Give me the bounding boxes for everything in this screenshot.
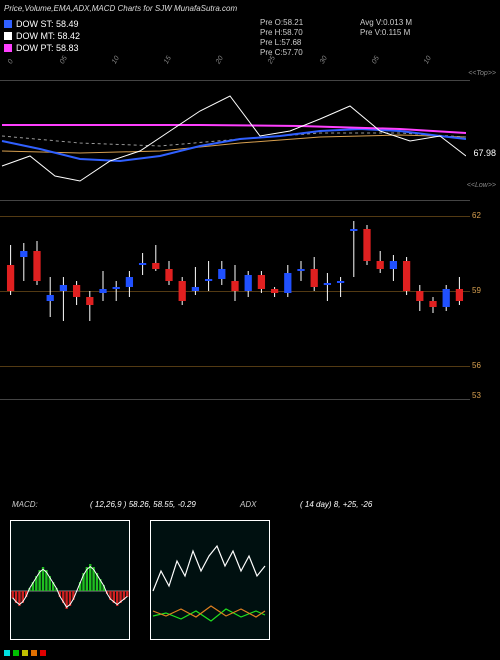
- low-label: <<Low>>: [467, 182, 496, 189]
- candlesticks: [4, 201, 466, 401]
- candle-panel: 62595653: [0, 200, 470, 400]
- macd-values: ( 12,26,9 ) 58.26, 58.55, -0.29: [90, 500, 196, 509]
- footer-dots: [4, 650, 46, 656]
- legend: DOW ST: 58.49DOW MT: 58.42DOW PT: 58.83: [4, 18, 80, 54]
- macd-label: MACD:: [12, 500, 38, 509]
- macd-panel: [10, 520, 130, 640]
- moving-average-panel: [0, 80, 470, 190]
- adx-label: ADX: [240, 500, 256, 509]
- current-price-label: 67.98: [473, 148, 496, 158]
- chart-title: Price,Volume,EMA,ADX,MACD Charts for SJW…: [4, 4, 237, 13]
- indicator-labels: MACD: ( 12,26,9 ) 58.26, 58.55, -0.29 AD…: [0, 500, 500, 520]
- adx-values: ( 14 day) 8, +25, -26: [300, 500, 372, 509]
- top-label: <<Top>>: [468, 70, 496, 77]
- x-axis: 00510152025300510: [0, 60, 470, 72]
- ma-lines: [0, 81, 466, 191]
- info-volume: Avg V:0.013 MPre V:0.115 M: [360, 18, 412, 38]
- info-ohlc: Pre O:58.21Pre H:58.70Pre L:57.68Pre C:5…: [260, 18, 303, 58]
- adx-panel: [150, 520, 270, 640]
